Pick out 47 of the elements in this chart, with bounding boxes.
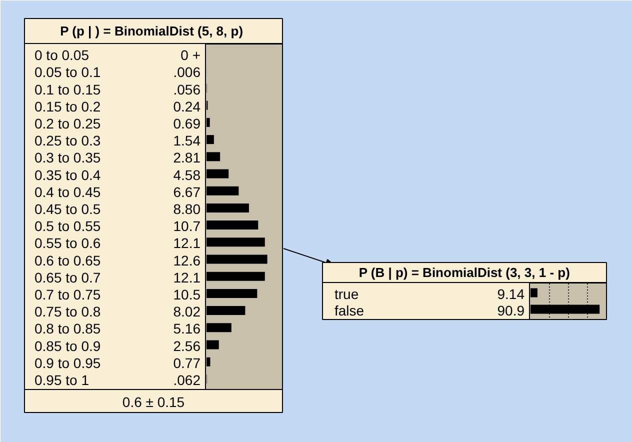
- y-tick-label: 0.55 to 0.6: [34, 235, 101, 252]
- y-tick-label: 0.6 to 0.65: [34, 252, 101, 268]
- y-tick-label: 0.3 to 0.35: [34, 150, 101, 166]
- data-label: 9.14: [497, 286, 525, 302]
- data-label: 4.58: [173, 166, 201, 183]
- chart-title: P (p | ) = BinomialDist (5, 8, p): [60, 24, 244, 38]
- data-label: .006: [173, 64, 201, 80]
- data-label: .056: [173, 81, 201, 98]
- data-label: 2.56: [173, 338, 201, 354]
- data-label: 10.5: [173, 286, 201, 302]
- data-label: 90.9: [497, 302, 525, 318]
- data-label: .062: [173, 372, 201, 388]
- y-tick-label: true: [334, 286, 359, 302]
- data-label: 12.1: [173, 235, 201, 252]
- chart-title: P (B | p) = BinomialDist (3, 3, 1 - p): [358, 265, 570, 280]
- y-tick-label: false: [334, 302, 364, 318]
- y-tick-label: 0.05 to 0.1: [34, 64, 101, 80]
- y-tick-label: 0.95 to 1: [34, 372, 90, 388]
- data-label: 5.16: [173, 320, 201, 337]
- y-tick-label: 0.9 to 0.95: [34, 354, 101, 371]
- y-tick-label: 0.75 to 0.8: [34, 304, 101, 320]
- data-label: 12.6: [173, 252, 201, 268]
- data-label: 10.7: [173, 218, 201, 234]
- data-label: 2.81: [173, 150, 201, 166]
- data-label: 0.24: [173, 98, 201, 114]
- data-label: 8.02: [173, 304, 201, 320]
- data-label: 1.54: [173, 132, 201, 149]
- y-tick-label: 0.8 to 0.85: [34, 320, 101, 337]
- y-tick-label: 0.1 to 0.15: [34, 81, 101, 98]
- data-label: 0 +: [180, 47, 201, 64]
- data-label: 0.77: [173, 354, 201, 371]
- y-tick-label: 0.45 to 0.5: [34, 200, 101, 217]
- data-label: 0.69: [173, 115, 201, 132]
- y-tick-label: 0.15 to 0.2: [34, 98, 101, 114]
- y-tick-label: 0 to 0.05: [34, 47, 90, 64]
- y-tick-label: 0.2 to 0.25: [34, 115, 101, 132]
- data-label: 12.1: [173, 269, 201, 286]
- y-tick-label: 0.25 to 0.3: [34, 132, 101, 149]
- data-label: 8.80: [173, 200, 201, 217]
- y-tick-label: 0.65 to 0.7: [34, 269, 101, 286]
- y-tick-label: 0.5 to 0.55: [34, 218, 101, 234]
- data-label: 6.67: [173, 184, 201, 200]
- text: 0.6 ± 0.15: [122, 394, 185, 410]
- y-tick-label: 0.85 to 0.9: [34, 338, 101, 354]
- y-tick-label: 0.35 to 0.4: [34, 166, 101, 183]
- y-tick-label: 0.4 to 0.45: [34, 184, 101, 200]
- y-tick-label: 0.7 to 0.75: [34, 286, 101, 302]
